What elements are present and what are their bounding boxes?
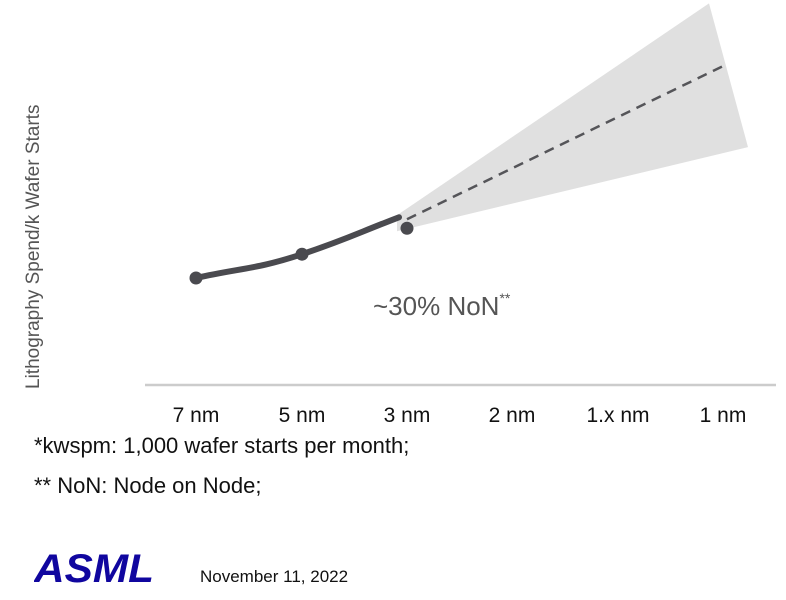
y-axis-label-wrap: Lithography Spend/k Wafer Starts <box>23 105 44 389</box>
x-tick-label: 5 nm <box>279 404 326 427</box>
y-axis-label: Lithography Spend/k Wafer Starts <box>23 105 44 389</box>
footnote-non: ** NoN: Node on Node; <box>34 473 262 498</box>
data-point-5-nm <box>295 247 309 261</box>
footnote-kwspm: *kwspm: 1,000 wafer starts per month; <box>34 433 410 458</box>
asml-logo-text: ASML <box>34 548 154 586</box>
x-tick-labels: 7 nm 5 nm 3 nm 2 nm 1.x nm 1 nm <box>173 404 747 427</box>
data-point-3-nm <box>400 221 414 235</box>
x-tick-label: 1.x nm <box>586 404 649 427</box>
asml-logo: ASML <box>34 548 154 586</box>
growth-annotation: ~30% NoN** <box>373 290 511 321</box>
data-points <box>189 221 414 285</box>
projection-band <box>397 3 748 232</box>
x-tick-label: 7 nm <box>173 404 220 427</box>
annotation-text: ~30% NoN <box>373 291 499 321</box>
historical-line <box>193 214 402 281</box>
presentation-date: November 11, 2022 <box>200 567 349 586</box>
chart: 7 nm 5 nm 3 nm 2 nm 1.x nm 1 nm ~30% NoN** <box>145 3 776 427</box>
x-tick-label: 2 nm <box>489 404 536 427</box>
annotation-superscript: ** <box>499 290 510 306</box>
data-point-7-nm <box>189 271 203 285</box>
projection-line <box>406 64 724 221</box>
x-tick-label: 3 nm <box>384 404 431 427</box>
x-tick-label: 1 nm <box>700 404 747 427</box>
